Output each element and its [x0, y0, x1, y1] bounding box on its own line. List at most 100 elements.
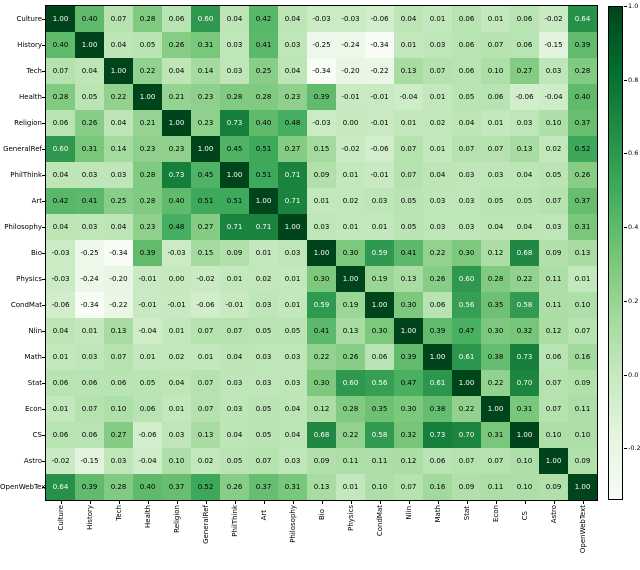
x-tick-label-text: Econ: [491, 505, 500, 522]
heatmap-cell: 0.30: [394, 396, 423, 422]
heatmap-cell: 0.47: [452, 318, 481, 344]
heatmap-cell: -0.03: [307, 6, 336, 32]
heatmap-cell: -0.03: [46, 266, 75, 292]
y-tick-mark: [42, 97, 46, 98]
heatmap-cell: 0.27: [510, 58, 539, 84]
heatmap-cell: 1.00: [510, 422, 539, 448]
heatmap-cell: 0.39: [307, 84, 336, 110]
heatmap-cell: 0.04: [278, 6, 307, 32]
heatmap-cell: 0.26: [568, 162, 597, 188]
heatmap-cell: 0.28: [46, 84, 75, 110]
heatmap-cell: 0.27: [191, 214, 220, 240]
heatmap-cell: 0.22: [481, 370, 510, 396]
colorbar-tick-label: 0.0: [628, 370, 639, 379]
x-tick-mark: [524, 500, 526, 504]
heatmap-cell: 0.42: [249, 6, 278, 32]
x-tick-label-text: Religion: [172, 505, 181, 533]
heatmap-cell: 0.48: [278, 110, 307, 136]
heatmap-cell: 0.03: [481, 162, 510, 188]
heatmap-cell: 0.09: [452, 474, 481, 500]
heatmap-cell: 0.04: [278, 422, 307, 448]
x-tick-mark: [321, 500, 323, 504]
x-tick-label-text: Philosophy: [288, 505, 297, 543]
heatmap-cell: 0.02: [191, 448, 220, 474]
heatmap-cell: 0.32: [394, 422, 423, 448]
y-tick-label: Econ: [25, 405, 42, 413]
y-tick-mark: [42, 331, 46, 332]
heatmap-cell: 0.01: [423, 136, 452, 162]
heatmap-cell: 0.28: [133, 162, 162, 188]
heatmap-cell: 0.30: [336, 240, 365, 266]
y-tick-mark: [42, 71, 46, 72]
heatmap-cell: 0.42: [46, 188, 75, 214]
heatmap-cell: 0.06: [510, 32, 539, 58]
heatmap-cell: 0.03: [307, 214, 336, 240]
x-tick-label-text: Astro: [549, 505, 558, 524]
heatmap-cell: 1.00: [539, 448, 568, 474]
heatmap-cell: 0.04: [220, 344, 249, 370]
heatmap-cell: -0.03: [336, 6, 365, 32]
heatmap-cell: 0.05: [539, 162, 568, 188]
heatmap-cell: -0.04: [394, 84, 423, 110]
x-tick-label: Religion: [162, 505, 191, 537]
heatmap-cell: 0.25: [104, 188, 133, 214]
heatmap-cell: 0.23: [162, 136, 191, 162]
heatmap-cell: 0.04: [394, 6, 423, 32]
heatmap-cell: 0.37: [249, 474, 278, 500]
heatmap-cell: -0.06: [46, 292, 75, 318]
heatmap-cell: 0.60: [191, 6, 220, 32]
heatmap-cell: 0.22: [133, 58, 162, 84]
y-tick-mark: [42, 305, 46, 306]
heatmap-cell: 0.02: [249, 266, 278, 292]
heatmap-cell: 0.03: [510, 110, 539, 136]
x-tick-label-text: Nlin: [404, 506, 413, 520]
x-tick-mark: [379, 500, 381, 504]
heatmap-cell: 0.40: [133, 474, 162, 500]
heatmap-cell: 0.11: [539, 292, 568, 318]
heatmap-cell: 0.51: [249, 136, 278, 162]
heatmap-cell: -0.01: [365, 84, 394, 110]
heatmap-cell: 0.21: [133, 110, 162, 136]
heatmap-cell: 0.59: [365, 240, 394, 266]
heatmap-cell: 0.09: [539, 240, 568, 266]
heatmap-cell: 0.06: [162, 6, 191, 32]
heatmap-cell: -0.01: [162, 292, 191, 318]
heatmap-cell: 0.23: [191, 110, 220, 136]
heatmap-cell: -0.04: [133, 448, 162, 474]
heatmap-cell: 0.03: [539, 214, 568, 240]
heatmap-cell: 0.07: [191, 318, 220, 344]
heatmap-cell: -0.22: [104, 292, 133, 318]
x-tick-label-text: Bio: [317, 508, 326, 520]
heatmap-cell: 0.13: [191, 422, 220, 448]
heatmap-cell: 1.00: [133, 84, 162, 110]
heatmap-cell: 0.11: [365, 448, 394, 474]
heatmap-cell: 0.01: [162, 396, 191, 422]
y-tick-label: Nlin: [28, 327, 42, 335]
x-tick-label: Math: [423, 505, 452, 527]
heatmap-cell: 0.56: [452, 292, 481, 318]
colorbar-tick-mark: [624, 227, 627, 229]
y-tick-mark: [42, 175, 46, 176]
heatmap-cell: 0.10: [481, 58, 510, 84]
heatmap-cell: 0.68: [510, 240, 539, 266]
heatmap-cell: 0.47: [394, 370, 423, 396]
heatmap-cell: 0.04: [220, 422, 249, 448]
heatmap-cell: 0.19: [365, 266, 394, 292]
heatmap-cell: 1.00: [452, 370, 481, 396]
heatmap-cell: 0.28: [104, 474, 133, 500]
heatmap-cell: 0.06: [46, 370, 75, 396]
heatmap-cell: -0.06: [191, 292, 220, 318]
y-tick-label: Astro: [23, 457, 42, 465]
heatmap-cell: 0.05: [133, 370, 162, 396]
heatmap-cell: 0.32: [510, 318, 539, 344]
heatmap-cell: 0.04: [278, 58, 307, 84]
heatmap-cell: -0.04: [133, 318, 162, 344]
heatmap-cell: 0.06: [510, 6, 539, 32]
heatmap-cell: 0.03: [220, 396, 249, 422]
heatmap-cell: 0.04: [220, 6, 249, 32]
heatmap-cell: 0.04: [46, 214, 75, 240]
x-tick-mark: [263, 500, 265, 504]
y-tick-mark: [42, 19, 46, 20]
heatmap-cell: 0.03: [104, 162, 133, 188]
